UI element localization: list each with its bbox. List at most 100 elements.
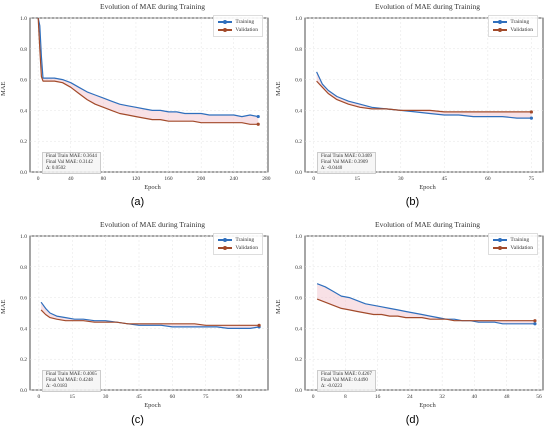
y-tick-label: 0.0 [20, 388, 27, 394]
y-tick-label: 0.4 [295, 108, 302, 114]
y-tick-label: 0.4 [295, 326, 302, 332]
legend-item-validation: Validation [218, 244, 258, 252]
series-end-marker [529, 116, 533, 120]
legend-swatch-validation [218, 27, 233, 32]
y-axis-label: MAE [275, 299, 282, 314]
plot-area [304, 17, 544, 173]
y-axis-label: MAE [275, 81, 282, 96]
x-tick-label: 32 [439, 394, 445, 400]
plot-area [29, 17, 269, 173]
y-tick-label: 0.8 [20, 47, 27, 53]
stats-line: Δ: -0.0223 [321, 384, 343, 389]
series-end-marker [533, 322, 537, 326]
x-tick-label: 30 [398, 176, 404, 182]
y-tick-label: 1.0 [295, 16, 302, 22]
panel-label: (c) [131, 414, 144, 426]
x-axis-label: Epoch [144, 184, 161, 191]
x-axis-label: Epoch [144, 402, 161, 409]
legend-label: Training [510, 19, 530, 25]
x-tick-label: 15 [354, 176, 360, 182]
legend: Training Validation [488, 15, 538, 37]
y-tick-label: 0.4 [20, 326, 27, 332]
chart-svg-d: 0.0 0.2 0.4 0.6 0.8 1.0 0 8 16 24 32 40 48 56 [295, 234, 544, 400]
stats-line: Final Train MAE: 0.4065 [46, 372, 97, 377]
legend-label: Validation [235, 245, 258, 251]
y-tick-label: 0.2 [295, 357, 302, 363]
series-line-training [40, 301, 260, 329]
chart-title: Evolution of MAE during Training [374, 2, 480, 11]
chart-title: Evolution of MAE during Training [99, 2, 205, 11]
y-axis-label: MAE [0, 299, 7, 314]
chart-title: Evolution of MAE during Training [99, 220, 205, 229]
stats-annotation: Final Train MAE: 0.3644 Final Val MAE: 0… [42, 152, 101, 174]
legend-item-training: Training [493, 18, 533, 26]
stats-annotation: Final Train MAE: 0.3469 Final Val MAE: 0… [317, 152, 376, 174]
y-tick-label: 0.6 [295, 296, 302, 302]
y-tick-label: 0.0 [295, 388, 302, 394]
x-tick-label: 45 [136, 394, 142, 400]
y-tick-label: 0.8 [295, 47, 302, 53]
x-axis-label: Epoch [419, 184, 436, 191]
chart-panel-d: 0.0 0.2 0.4 0.6 0.8 1.0 0 8 16 24 32 40 48 56 Evoluti… [275, 218, 550, 435]
series-line-training [37, 17, 259, 118]
stats-line: Final Val MAE: 0.3909 [321, 160, 368, 165]
x-tick-label: 160 [164, 176, 173, 182]
x-tick-label: 75 [529, 176, 535, 182]
panel-label: (b) [405, 196, 420, 208]
chart-svg-a: 0.0 0.2 0.4 0.6 0.8 1.0 0 40 80 120 160 200 240 280 [20, 16, 271, 182]
legend-swatch-validation [493, 27, 508, 32]
legend: Training Validation [213, 15, 263, 37]
x-tick-label: 0 [312, 394, 315, 400]
gap-fill-area [38, 18, 259, 125]
x-tick-label: 0 [312, 176, 315, 182]
stats-line: Final Train MAE: 0.4267 [321, 372, 372, 377]
stats-line: Final Train MAE: 0.3469 [321, 154, 372, 159]
x-tick-label: 0 [38, 394, 41, 400]
legend-item-training: Training [493, 236, 533, 244]
y-tick-label: 1.0 [295, 234, 302, 240]
series-line-validation [37, 17, 259, 125]
y-tick-label: 0.2 [20, 357, 27, 363]
series-end-marker [533, 319, 537, 323]
legend-item-validation: Validation [218, 26, 258, 34]
legend-swatch-training [493, 19, 508, 24]
chart-panel-b: 0.0 0.2 0.4 0.6 0.8 1.0 0 15 30 45 60 75 Evolution … [275, 0, 550, 217]
legend-label: Validation [510, 245, 533, 251]
x-tick-label: 15 [70, 394, 76, 400]
x-tick-label: 75 [203, 394, 209, 400]
x-axis-label: Epoch [419, 402, 436, 409]
y-tick-label: 0.6 [295, 78, 302, 84]
x-tick-label: 48 [504, 394, 510, 400]
chart-svg-c: 0.0 0.2 0.4 0.6 0.8 1.0 0 15 30 45 60 75 90 [20, 234, 269, 400]
panel-label: (d) [405, 414, 420, 426]
series-end-marker [256, 114, 260, 119]
stats-line: Final Val MAE: 0.4248 [46, 378, 93, 383]
y-tick-label: 0.0 [20, 170, 27, 176]
legend-label: Training [235, 237, 255, 243]
legend-label: Training [510, 237, 530, 243]
legend-swatch-validation [493, 245, 508, 250]
series-line-training [316, 283, 535, 325]
panel-label: (a) [130, 196, 145, 208]
legend: Training Validation [488, 233, 538, 255]
series-end-marker [529, 110, 533, 114]
stats-line: Δ: -0.0183 [46, 384, 68, 389]
y-tick-label: 1.0 [20, 234, 27, 240]
series-line-validation [316, 80, 532, 113]
y-tick-label: 0.2 [20, 139, 27, 145]
x-tick-label: 0 [37, 176, 40, 182]
x-tick-label: 240 [230, 176, 239, 182]
x-tick-label: 120 [132, 176, 141, 182]
x-tick-label: 80 [101, 176, 107, 182]
chart-panel-c: 0.0 0.2 0.4 0.6 0.8 1.0 0 15 30 45 60 75 90 Evolutio… [0, 218, 275, 435]
stats-line: Final Val MAE: 0.4490 [321, 378, 368, 383]
legend-item-training: Training [218, 236, 258, 244]
series-line-validation [316, 298, 535, 322]
legend: Training Validation [213, 233, 263, 255]
gap-fill-area [316, 71, 532, 119]
stats-line: Δ: 0.0502 [46, 166, 66, 171]
stats-line: Final Train MAE: 0.3644 [46, 154, 97, 159]
series-end-marker [256, 122, 260, 126]
chart-title: Evolution of MAE during Training [374, 220, 480, 229]
x-tick-label: 90 [236, 394, 242, 400]
